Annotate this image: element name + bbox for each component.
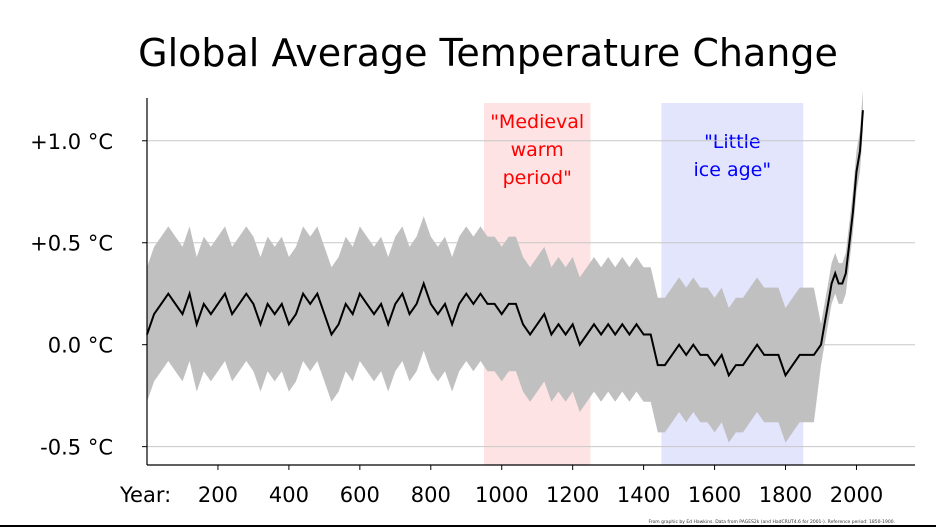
chart-title: Global Average Temperature Change [138,31,838,75]
region-label: period" [503,167,572,189]
x-tick-label: 400 [269,483,309,507]
y-tick-label: 0.0 °C [48,334,113,358]
x-tick-label: 2000 [830,483,883,507]
temperature-line [146,110,864,378]
region-label: "Little [704,131,760,153]
x-tick-label: 1200 [546,483,599,507]
x-tick-label: 1800 [759,483,812,507]
x-tick-label: 1000 [475,483,528,507]
footnote: From graphic by Ed Hawkins. Data from PA… [648,519,895,525]
region-label: "Medieval [490,111,584,133]
y-tick-label: -0.5 °C [40,436,113,460]
y-tick-label: +0.5 °C [30,232,113,256]
y-tick-label: +1.0 °C [30,130,113,154]
region-label: warm [511,139,564,161]
x-tick-label: 600 [340,483,380,507]
x-tick-label: 800 [411,483,451,507]
region-label: ice age" [694,159,772,181]
x-tick-label: 1600 [688,483,741,507]
uncertainty-band [147,89,863,443]
x-tick-label: 1400 [617,483,670,507]
x-axis-label: Year: [119,483,171,507]
x-tick-label: 200 [198,483,238,507]
